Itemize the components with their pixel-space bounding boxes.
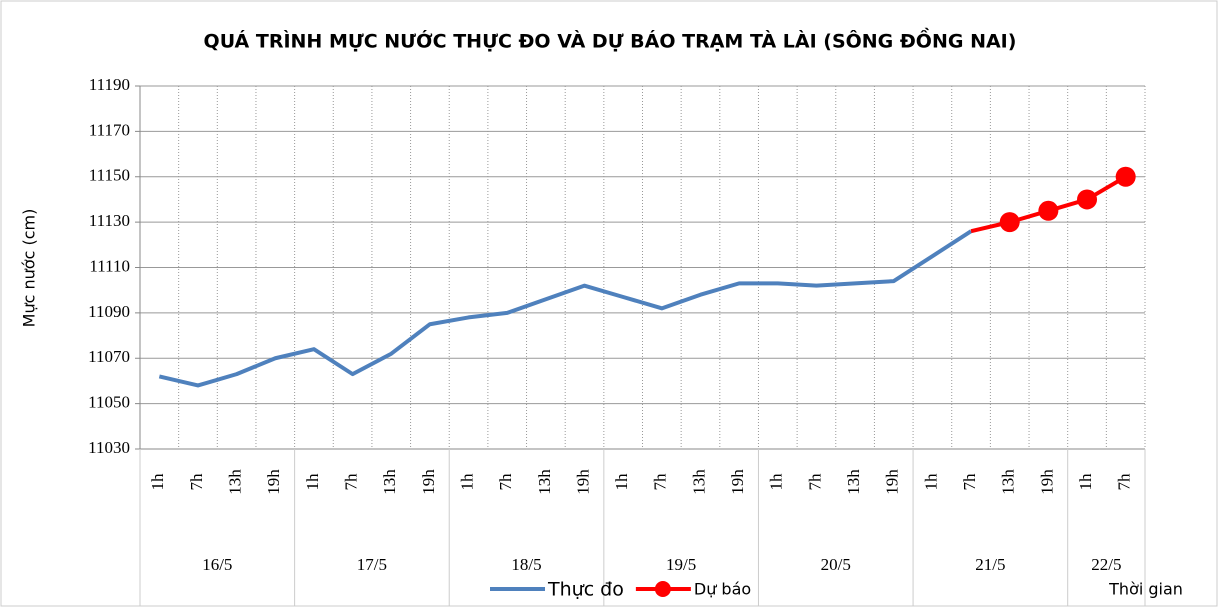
x-tick-label: 7h [187, 473, 206, 491]
x-tick-label: 13h [689, 469, 708, 495]
group-label: 22/5 [1091, 555, 1121, 574]
series-line [158, 229, 973, 388]
x-tick-label: 13h [999, 469, 1018, 495]
x-tick-label: 19h [573, 469, 592, 495]
group-label: 19/5 [666, 555, 696, 574]
group-label: 21/5 [975, 555, 1005, 574]
y-tick-label: 11030 [88, 438, 130, 457]
x-tick-label: 13h [535, 469, 554, 495]
y-tick-label: 11150 [89, 166, 130, 185]
x-tick-label: 19h [419, 469, 438, 495]
series-marker [1077, 189, 1098, 210]
series-marker [1115, 166, 1136, 187]
x-tick-label: 1h [1076, 473, 1095, 491]
x-tick-label: 7h [342, 473, 361, 491]
x-tick-label: 7h [1115, 473, 1134, 491]
y-tick-label: 11050 [88, 393, 130, 412]
x-tick-label: 1h [921, 473, 940, 491]
x-tick-label: 19h [1037, 469, 1056, 495]
x-tick-label: 13h [226, 469, 245, 495]
x-tick-label: 1h [148, 473, 167, 491]
group-label: 18/5 [511, 555, 541, 574]
y-tick-label: 11170 [89, 120, 130, 139]
series-marker [999, 212, 1020, 233]
y-tick-label: 11090 [88, 302, 130, 321]
series-marker [1038, 200, 1059, 221]
y-tick-label: 11130 [89, 211, 130, 230]
x-tick-label: 1h [612, 473, 631, 491]
group-label: 16/5 [202, 555, 232, 574]
group-label: 20/5 [821, 555, 851, 574]
x-tick-label: 1h [303, 473, 322, 491]
x-tick-label: 19h [264, 469, 283, 495]
x-tick-label: 7h [805, 473, 824, 491]
legend-label: Thực đo [547, 579, 624, 601]
x-tick-label: 13h [380, 469, 399, 495]
x-tick-label: 7h [496, 473, 515, 491]
y-tick-label: 11070 [88, 347, 130, 366]
x-tick-label: 7h [651, 473, 670, 491]
x-tick-label: 13h [844, 469, 863, 495]
y-tick-label: 11190 [89, 75, 130, 94]
x-tick-label: 1h [767, 473, 786, 491]
y-tick-label: 11110 [89, 256, 130, 275]
x-tick-label: 19h [883, 469, 902, 495]
x-tick-label: 19h [728, 469, 747, 495]
legend-marker [654, 581, 671, 597]
chart-title: QUÁ TRÌNH MỰC NƯỚC THỰC ĐO VÀ DỰ BÁO TRẠ… [204, 27, 1017, 53]
x-tick-label: 7h [960, 473, 979, 491]
legend-label: Dự báo [694, 580, 751, 599]
group-label: 17/5 [357, 555, 387, 574]
x-tick-label: 1h [457, 473, 476, 491]
y-axis-label: Mực nước (cm) [20, 209, 39, 328]
